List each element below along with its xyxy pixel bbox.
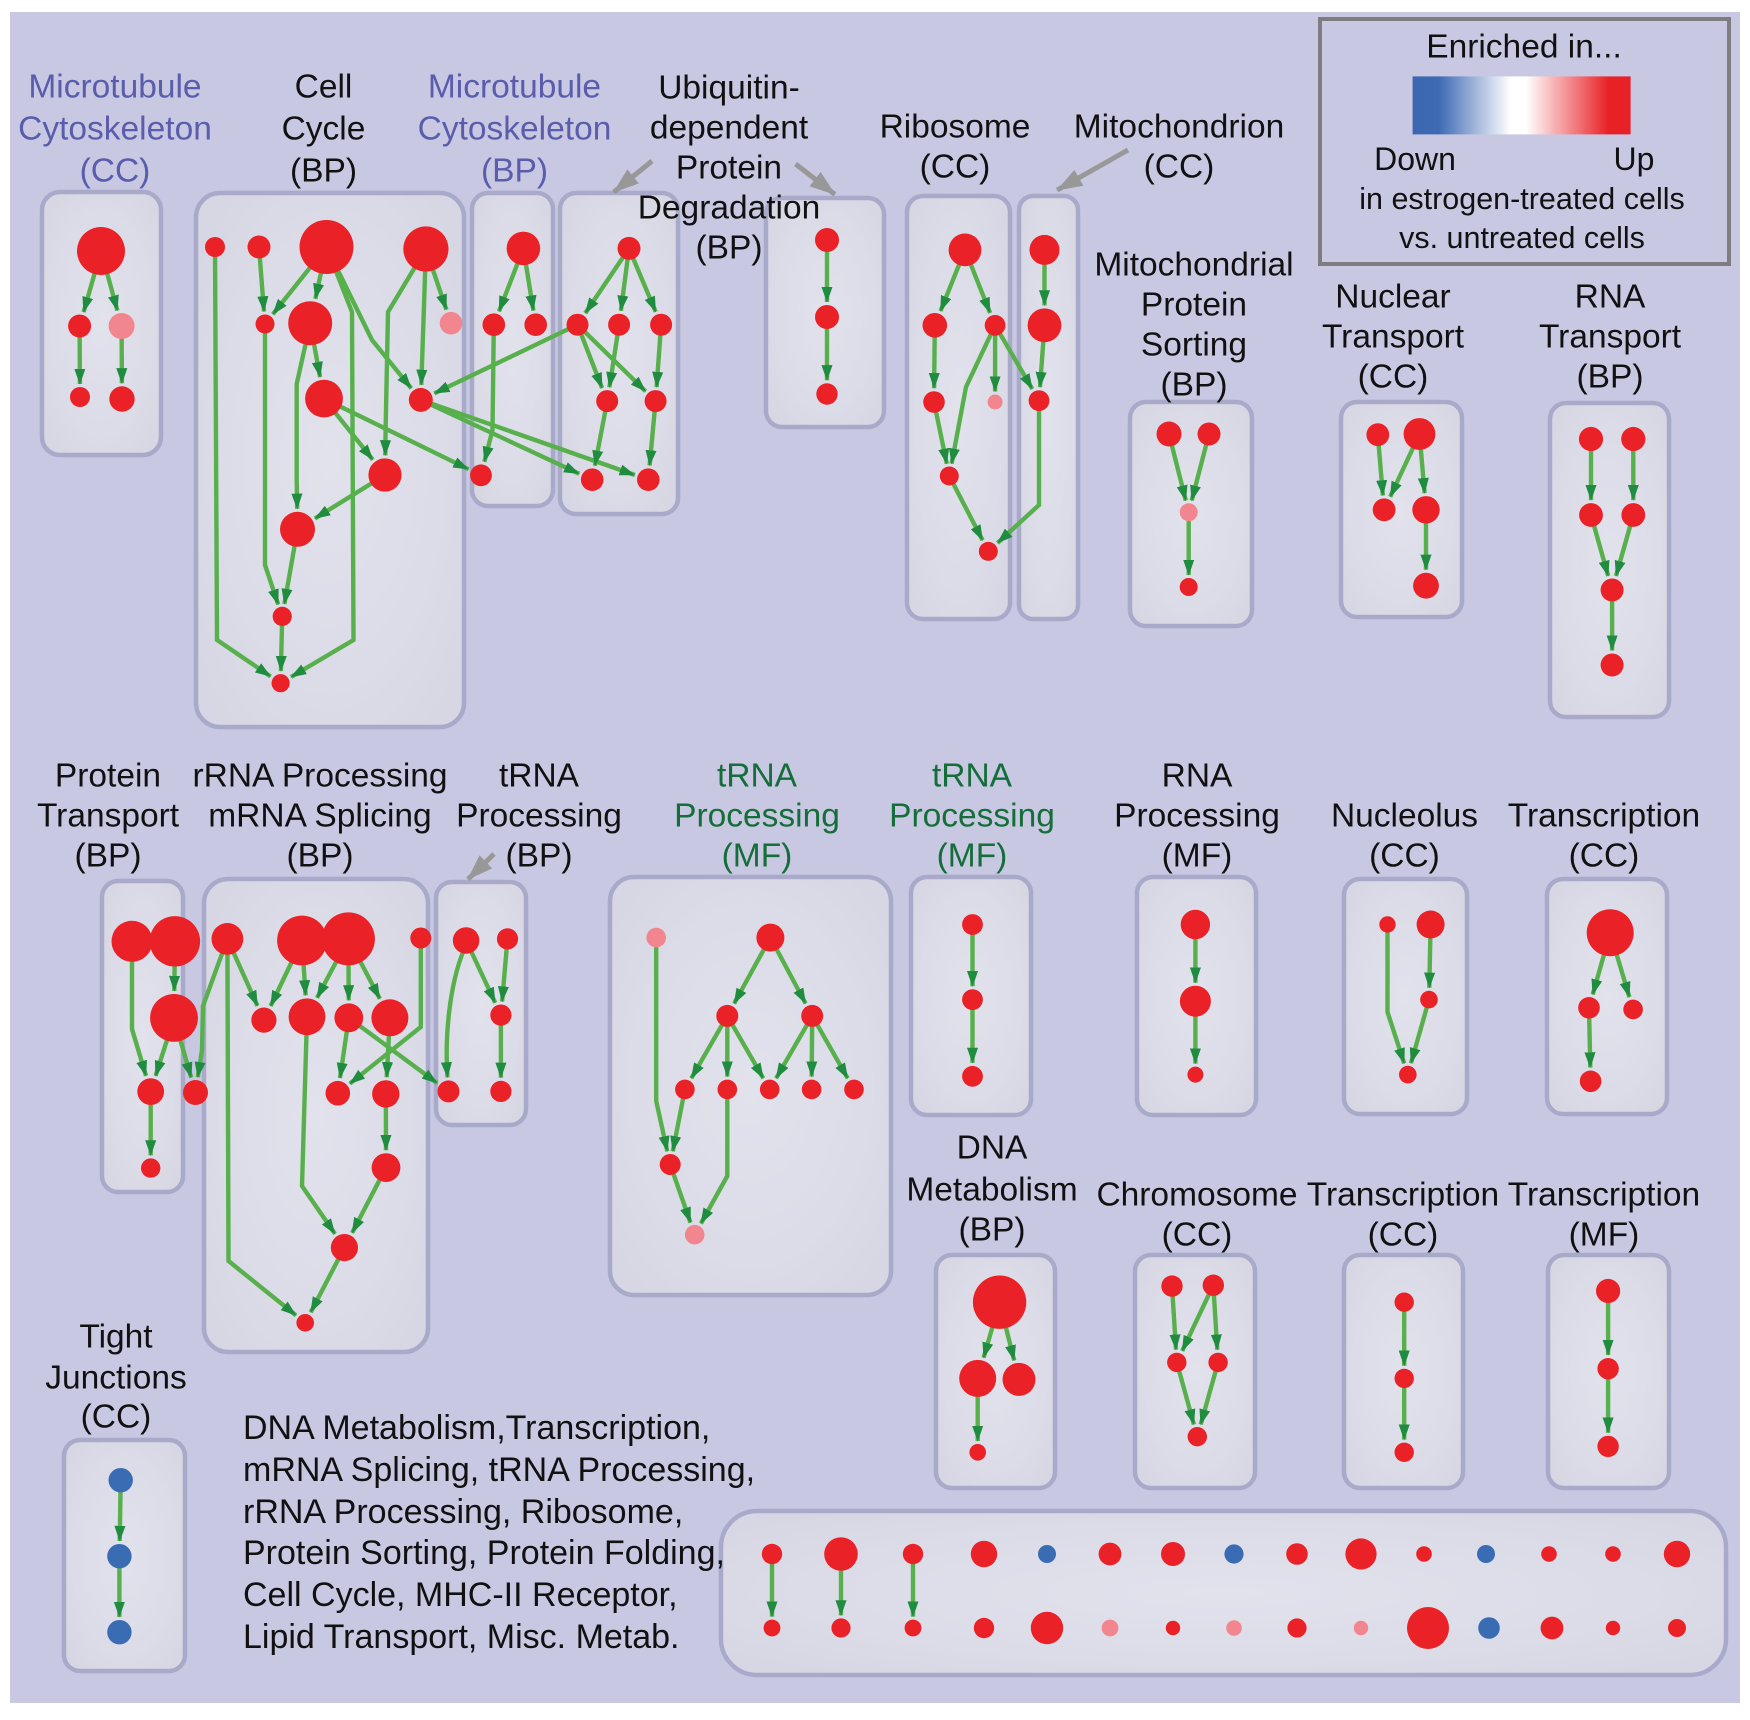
svg-text:Tight: Tight: [79, 1319, 153, 1356]
svg-text:Cycle: Cycle: [282, 111, 366, 148]
svg-text:Ribosome: Ribosome: [880, 109, 1031, 146]
svg-text:(CC): (CC): [80, 153, 151, 190]
svg-text:mRNA Splicing: mRNA Splicing: [208, 798, 431, 835]
svg-text:(CC): (CC): [1368, 1217, 1439, 1254]
svg-text:(CC): (CC): [1162, 1217, 1233, 1254]
svg-text:(BP): (BP): [75, 838, 142, 875]
svg-text:Cell Cycle, MHC-II Receptor,: Cell Cycle, MHC-II Receptor,: [243, 1576, 678, 1614]
svg-text:Cell: Cell: [295, 69, 353, 106]
svg-text:(BP): (BP): [290, 153, 357, 190]
svg-text:Processing: Processing: [1114, 798, 1280, 835]
svg-text:DNA: DNA: [957, 1130, 1028, 1167]
svg-text:Nuclear: Nuclear: [1335, 279, 1450, 316]
svg-text:(BP): (BP): [1577, 359, 1644, 396]
svg-text:tRNA: tRNA: [717, 758, 798, 795]
svg-text:Chromosome: Chromosome: [1096, 1177, 1297, 1214]
svg-text:(BP): (BP): [959, 1212, 1026, 1249]
svg-text:Up: Up: [1614, 141, 1655, 177]
svg-text:Transcription: Transcription: [1508, 798, 1700, 835]
svg-text:Ubiquitin-: Ubiquitin-: [658, 70, 800, 107]
svg-text:Protein: Protein: [1141, 287, 1247, 324]
svg-text:Mitochondrion: Mitochondrion: [1074, 109, 1284, 146]
svg-text:Cytoskeleton: Cytoskeleton: [18, 111, 212, 148]
svg-text:(MF): (MF): [722, 838, 793, 875]
svg-text:Nucleolus: Nucleolus: [1331, 798, 1478, 835]
svg-text:(BP): (BP): [481, 153, 548, 190]
svg-text:(MF): (MF): [1569, 1217, 1640, 1254]
svg-text:mRNA Splicing, tRNA Processing: mRNA Splicing, tRNA Processing,: [243, 1451, 755, 1489]
svg-text:Processing: Processing: [674, 798, 840, 835]
svg-text:Processing: Processing: [456, 798, 622, 835]
svg-text:(CC): (CC): [1358, 359, 1429, 396]
svg-text:RNA: RNA: [1575, 279, 1646, 316]
svg-text:(BP): (BP): [696, 230, 763, 267]
svg-text:(CC): (CC): [1144, 149, 1215, 186]
svg-text:Microtubule: Microtubule: [428, 69, 601, 106]
svg-text:(CC): (CC): [1569, 838, 1640, 875]
svg-text:Enriched in...: Enriched in...: [1426, 29, 1622, 66]
svg-text:RNA: RNA: [1162, 758, 1233, 795]
svg-text:Microtubule: Microtubule: [28, 69, 201, 106]
svg-text:DNA Metabolism,Transcription,: DNA Metabolism,Transcription,: [243, 1409, 710, 1447]
svg-text:Junctions: Junctions: [45, 1360, 187, 1397]
svg-text:Cytoskeleton: Cytoskeleton: [418, 111, 612, 148]
svg-text:Transport: Transport: [1539, 319, 1682, 356]
svg-text:Transport: Transport: [37, 798, 180, 835]
svg-text:(BP): (BP): [287, 838, 354, 875]
svg-text:(CC): (CC): [920, 149, 991, 186]
svg-text:tRNA: tRNA: [932, 758, 1013, 795]
svg-text:Transcription: Transcription: [1307, 1177, 1499, 1214]
svg-text:Protein: Protein: [676, 150, 782, 187]
svg-text:(MF): (MF): [1162, 838, 1233, 875]
svg-text:Mitochondrial: Mitochondrial: [1094, 247, 1293, 284]
svg-text:vs. untreated cells: vs. untreated cells: [1399, 221, 1645, 255]
svg-text:Protein Sorting, Protein Foldi: Protein Sorting, Protein Folding,: [243, 1534, 725, 1572]
svg-text:Degradation: Degradation: [638, 190, 821, 227]
svg-text:Lipid Transport, Misc. Metab.: Lipid Transport, Misc. Metab.: [243, 1618, 680, 1656]
svg-text:(BP): (BP): [506, 838, 573, 875]
svg-text:Transcription: Transcription: [1508, 1177, 1700, 1214]
svg-text:Processing: Processing: [889, 798, 1055, 835]
svg-text:in estrogen-treated cells: in estrogen-treated cells: [1359, 182, 1685, 216]
svg-text:(CC): (CC): [1369, 838, 1440, 875]
svg-text:tRNA: tRNA: [499, 758, 580, 795]
svg-text:rRNA Processing: rRNA Processing: [192, 758, 447, 795]
svg-text:Down: Down: [1374, 141, 1456, 177]
svg-text:Sorting: Sorting: [1141, 327, 1247, 364]
svg-text:(CC): (CC): [81, 1399, 152, 1436]
svg-text:(MF): (MF): [937, 838, 1008, 875]
svg-text:Transport: Transport: [1322, 319, 1465, 356]
svg-text:Metabolism: Metabolism: [906, 1172, 1077, 1209]
svg-text:(BP): (BP): [1161, 367, 1228, 404]
svg-text:Protein: Protein: [55, 758, 161, 795]
svg-text:dependent: dependent: [650, 110, 809, 147]
svg-text:rRNA Processing, Ribosome,: rRNA Processing, Ribosome,: [243, 1493, 683, 1531]
